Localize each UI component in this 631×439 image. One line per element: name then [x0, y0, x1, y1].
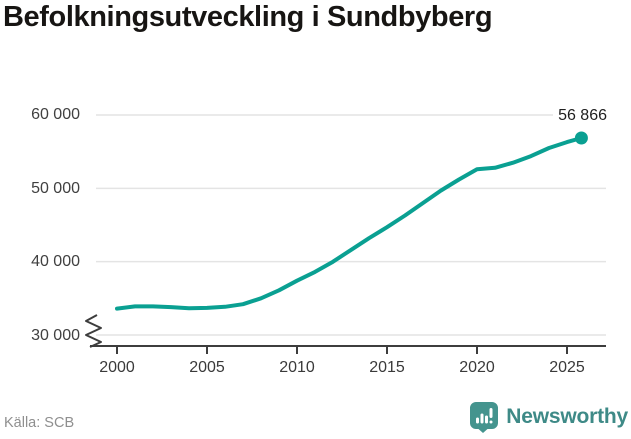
- population-line: [115, 136, 584, 311]
- x-axis-label-2025: 2025: [549, 359, 585, 376]
- y-axis-label-30000: 30 000: [31, 327, 80, 344]
- axis-break-icon: [85, 314, 102, 348]
- x-axis-label-2015: 2015: [369, 359, 405, 376]
- y-axis-label-60000: 60 000: [31, 106, 80, 123]
- chart-title: Befolkningsutveckling i Sundbyberg: [3, 1, 493, 33]
- x-axis-label-2000: 2000: [99, 359, 135, 376]
- source-credit: Källa: SCB: [4, 415, 75, 431]
- x-axis-label-2020: 2020: [459, 359, 495, 376]
- end-point-marker: [574, 131, 588, 145]
- y-axis-label-40000: 40 000: [31, 253, 80, 270]
- y-axis-label-50000: 50 000: [31, 180, 80, 197]
- end-value-label: 56 866: [553, 106, 607, 125]
- newsworthy-logo[interactable]: Newsworthy: [469, 401, 628, 433]
- x-axis-label-2005: 2005: [189, 359, 225, 376]
- newsworthy-chart-bubble-icon: [470, 402, 499, 433]
- x-axis-label-2010: 2010: [279, 359, 315, 376]
- newsworthy-wordmark: Newsworthy: [506, 405, 628, 428]
